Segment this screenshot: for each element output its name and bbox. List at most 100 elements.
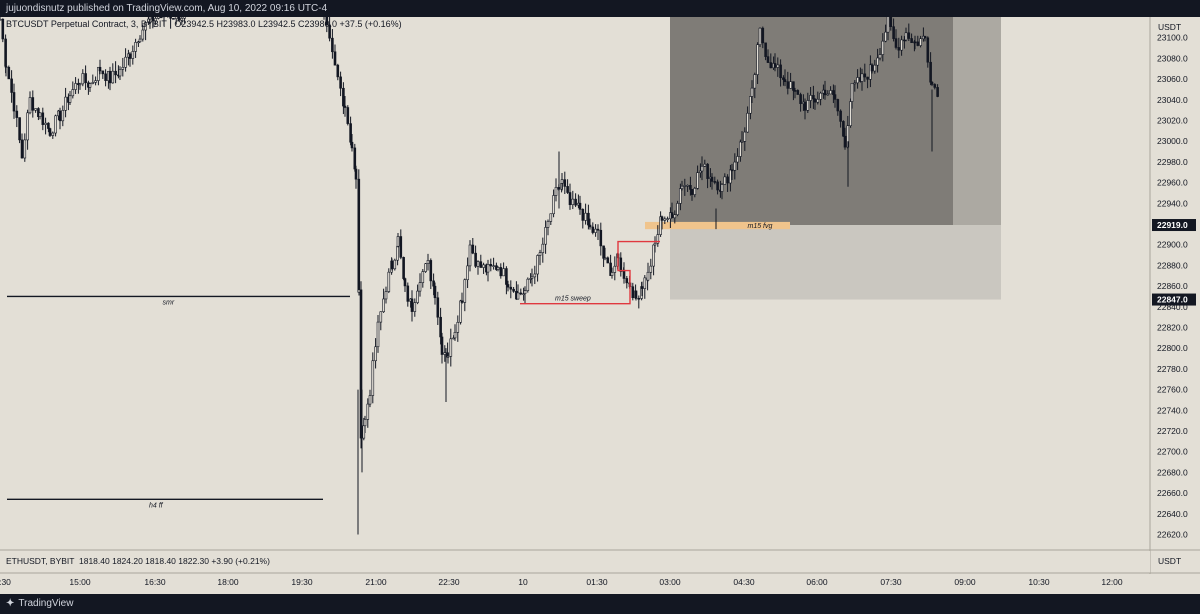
- zone-1: [953, 17, 1001, 226]
- candle-body: [622, 269, 626, 279]
- candle-body: [686, 185, 689, 187]
- candle-body: [148, 17, 152, 20]
- candle-body: [506, 284, 510, 288]
- candle-body: [652, 244, 655, 267]
- eth-symbol[interactable]: ETHUSDT, BYBIT: [6, 556, 74, 566]
- candle-body: [357, 178, 361, 293]
- candle-body: [743, 131, 747, 142]
- price-label: 22847.0: [1157, 295, 1188, 305]
- candle-body: [138, 38, 142, 43]
- y-tick-label: 23000.0: [1157, 136, 1188, 146]
- candle-body: [509, 286, 513, 290]
- candle-body: [649, 265, 653, 273]
- candle-body: [516, 292, 520, 300]
- candle-body: [796, 90, 800, 95]
- candle-body: [750, 87, 754, 97]
- candle-body: [544, 227, 547, 245]
- candle-body: [78, 83, 82, 86]
- candle-body: [1, 18, 5, 40]
- candle-body: [51, 132, 55, 136]
- candle-body: [346, 107, 350, 124]
- y-tick-label: 22960.0: [1157, 178, 1188, 188]
- eth-pane[interactable]: [0, 551, 1150, 573]
- candle-body: [169, 17, 172, 19]
- candle-body: [486, 264, 490, 273]
- candle-body: [328, 24, 331, 39]
- candle-body: [44, 122, 47, 125]
- candle-body: [499, 267, 503, 277]
- candle-body: [98, 66, 102, 72]
- candle-body: [379, 311, 383, 323]
- candle-body: [88, 83, 92, 88]
- candle-body: [886, 17, 890, 33]
- y-tick-label: 22700.0: [1157, 447, 1188, 457]
- candle-body: [782, 77, 785, 80]
- candle-body: [783, 79, 787, 82]
- tradingview-footer: ✦ TradingView: [0, 594, 1200, 614]
- candle-body: [839, 110, 842, 122]
- candle-body: [429, 260, 433, 282]
- candle-body: [343, 105, 347, 108]
- candle-body: [489, 264, 493, 267]
- candle-body: [720, 184, 724, 192]
- candle-body: [374, 346, 377, 362]
- candle-body: [71, 89, 75, 97]
- candle-body: [873, 64, 877, 72]
- candle-body: [410, 298, 414, 312]
- candle-body: [726, 176, 729, 184]
- candle-body: [866, 76, 869, 80]
- candle-body: [396, 245, 399, 261]
- candle-body: [646, 271, 650, 281]
- price-axis-currency: USDT: [1158, 22, 1181, 32]
- publish-info: jujuondisnutz published on TradingView.c…: [6, 3, 328, 14]
- symbol-title[interactable]: BTCUSDT Perpetual Contract, 3, BYBIT: [6, 19, 167, 29]
- y-tick-label: 23040.0: [1157, 95, 1188, 105]
- x-tick-label: 03:00: [659, 577, 681, 587]
- candle-body: [418, 282, 422, 292]
- candle-body: [331, 37, 334, 53]
- candle-body: [803, 101, 807, 111]
- candle-body: [746, 112, 749, 133]
- y-tick-label: 23080.0: [1157, 53, 1188, 63]
- candle-body: [426, 260, 430, 265]
- candle-body: [892, 26, 895, 39]
- candle-body: [421, 271, 425, 283]
- candle-body: [519, 292, 523, 295]
- x-tick-label: 07:30: [880, 577, 902, 587]
- candle-body: [366, 403, 370, 420]
- x-tick-label: 15:00: [69, 577, 91, 587]
- candle-body: [653, 242, 657, 246]
- candle-body: [656, 234, 660, 244]
- candle-body: [907, 32, 911, 39]
- candle-body: [936, 87, 939, 97]
- x-tick-label: 19:30: [291, 577, 313, 587]
- candle-body: [799, 94, 802, 104]
- y-tick-label: 22800.0: [1157, 343, 1188, 353]
- candle-body: [10, 78, 13, 93]
- tradingview-logo[interactable]: ✦ TradingView: [6, 594, 73, 614]
- y-tick-label: 22740.0: [1157, 405, 1188, 415]
- candle-body: [740, 141, 744, 143]
- candle-body: [568, 192, 572, 206]
- candle-body: [833, 94, 837, 100]
- price-chart[interactable]: smr h4 ff m15 fvg m15 sweep USDT 22620.0 22640…: [0, 17, 1200, 594]
- x-tick-label: 16:30: [144, 577, 166, 587]
- publish-header: jujuondisnutz published on TradingView.c…: [0, 0, 1200, 17]
- candle-body: [453, 332, 457, 339]
- candle-body: [619, 257, 623, 272]
- candle-body: [536, 255, 539, 275]
- candle-body: [843, 135, 847, 148]
- candle-body: [97, 66, 100, 81]
- x-tick-label: 06:00: [806, 577, 828, 587]
- candle-body: [730, 169, 734, 172]
- candle-body: [502, 268, 505, 277]
- candle-body: [54, 115, 57, 134]
- candle-body: [403, 278, 407, 287]
- candle-body: [913, 41, 917, 44]
- x-tick-label: 09:00: [954, 577, 976, 587]
- candle-body: [919, 38, 922, 46]
- y-tick-label: 22720.0: [1157, 426, 1188, 436]
- candle-body: [20, 139, 24, 159]
- time-axis[interactable]: [0, 574, 1200, 594]
- candle-body: [18, 117, 21, 141]
